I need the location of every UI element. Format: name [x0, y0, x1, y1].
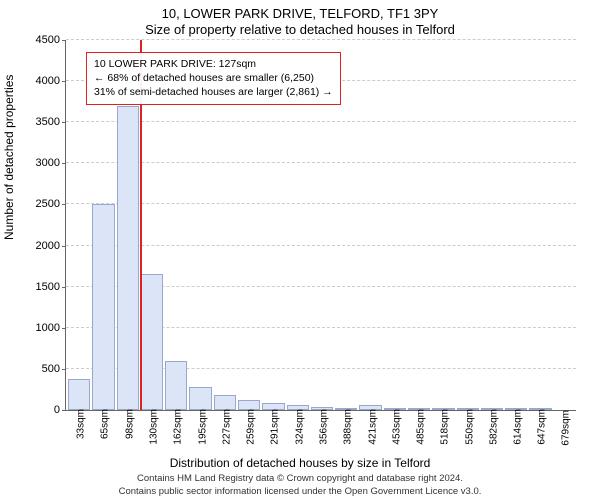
xtick-label: 647sqm: [533, 409, 548, 445]
histogram-bar: 195sqm: [189, 387, 211, 410]
xtick-label: 98sqm: [120, 409, 135, 439]
histogram-bar: 388sqm: [335, 408, 357, 410]
ytick-label: 3000: [36, 157, 66, 169]
histogram-bar: 614sqm: [505, 408, 527, 410]
xtick-label: 324sqm: [290, 409, 305, 445]
xtick-label: 356sqm: [314, 409, 329, 445]
xtick-label: 259sqm: [242, 409, 257, 445]
y-axis-label: Number of detached properties: [2, 75, 16, 240]
histogram-bar: 162sqm: [165, 361, 187, 410]
xtick-label: 65sqm: [96, 409, 111, 439]
footer-line-1: Contains HM Land Registry data © Crown c…: [0, 473, 600, 485]
chart-plot-area: 050010001500200025003000350040004500 33s…: [65, 40, 576, 411]
histogram-bar: 421sqm: [359, 405, 381, 410]
xtick-label: 227sqm: [217, 409, 232, 445]
histogram-bar: 550sqm: [457, 408, 479, 410]
histogram-bar: 518sqm: [432, 408, 454, 410]
attribution-footer: Contains HM Land Registry data © Crown c…: [0, 473, 600, 498]
ytick-label: 2500: [36, 198, 66, 210]
xtick-label: 33sqm: [72, 409, 87, 439]
annotation-line: 31% of semi-detached houses are larger (…: [94, 85, 333, 99]
annotation-line: 10 LOWER PARK DRIVE: 127sqm: [94, 57, 333, 71]
histogram-bar: 65sqm: [92, 204, 114, 410]
histogram-bar: 33sqm: [68, 379, 90, 410]
xtick-label: 518sqm: [436, 409, 451, 445]
histogram-bar: 647sqm: [529, 408, 551, 410]
annotation-box: 10 LOWER PARK DRIVE: 127sqm← 68% of deta…: [86, 52, 341, 105]
xtick-label: 421sqm: [363, 409, 378, 445]
histogram-bar: 259sqm: [238, 400, 260, 410]
page-title-line2: Size of property relative to detached ho…: [0, 22, 600, 37]
xtick-label: 130sqm: [144, 409, 159, 445]
xtick-label: 582sqm: [484, 409, 499, 445]
histogram-bar: 227sqm: [214, 395, 236, 410]
ytick-label: 4000: [36, 75, 66, 87]
histogram-bar: 324sqm: [287, 405, 309, 410]
ytick-label: 0: [54, 404, 66, 416]
ytick-label: 1000: [36, 322, 66, 334]
histogram-bar: 582sqm: [481, 408, 503, 410]
xtick-label: 162sqm: [169, 409, 184, 445]
xtick-label: 195sqm: [193, 409, 208, 445]
page-title-line1: 10, LOWER PARK DRIVE, TELFORD, TF1 3PY: [0, 6, 600, 21]
xtick-label: 388sqm: [339, 409, 354, 445]
histogram-bar: 356sqm: [311, 407, 333, 410]
ytick-label: 1500: [36, 281, 66, 293]
xtick-label: 679sqm: [556, 410, 571, 446]
ytick-label: 500: [42, 363, 66, 375]
x-axis-label: Distribution of detached houses by size …: [0, 456, 600, 470]
ytick-label: 4500: [36, 34, 66, 46]
histogram-bar: 485sqm: [408, 408, 430, 410]
histogram-bar: 291sqm: [262, 403, 284, 410]
histogram-bar: 453sqm: [384, 408, 406, 410]
histogram-bar: 98sqm: [117, 106, 139, 410]
ytick-label: 3500: [36, 116, 66, 128]
xtick-label: 485sqm: [412, 409, 427, 445]
footer-line-2: Contains public sector information licen…: [0, 486, 600, 498]
xtick-label: 550sqm: [460, 409, 475, 445]
ytick-label: 2000: [36, 240, 66, 252]
annotation-line: ← 68% of detached houses are smaller (6,…: [94, 71, 333, 85]
xtick-label: 614sqm: [509, 409, 524, 445]
histogram-bar: 130sqm: [141, 274, 163, 410]
xtick-label: 291sqm: [266, 409, 281, 445]
xtick-label: 453sqm: [387, 409, 402, 445]
